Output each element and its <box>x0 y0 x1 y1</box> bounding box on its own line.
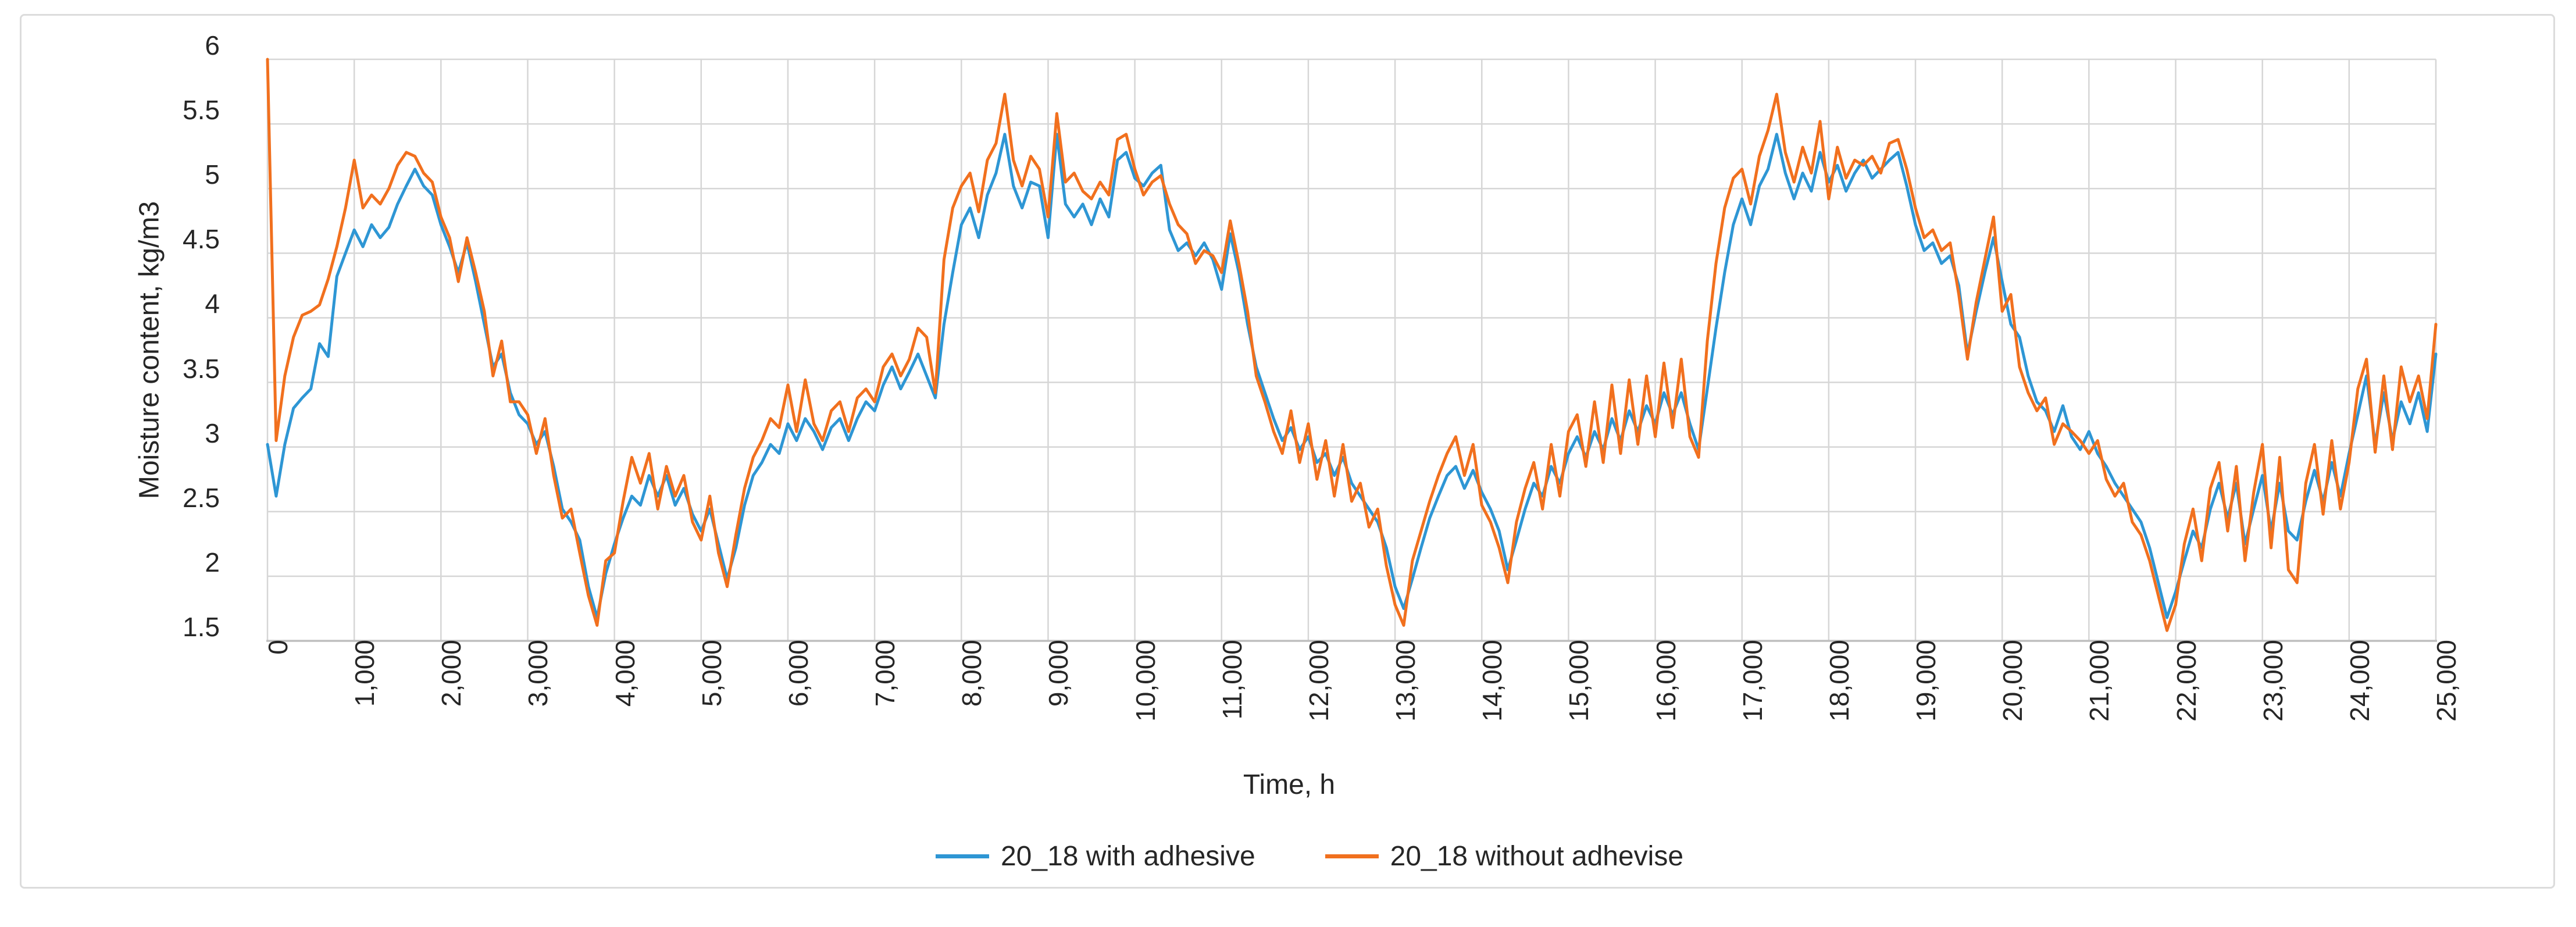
y-tick-label: 5 <box>205 159 220 190</box>
x-tick-label: 10,000 <box>1130 640 1161 722</box>
x-tick-label: 9,000 <box>1043 640 1074 707</box>
legend-label: 20_18 with adhesive <box>1000 841 1255 872</box>
x-tick-label: 15,000 <box>1564 640 1594 722</box>
legend-item-0: 20_18 with adhesive <box>935 840 1255 872</box>
y-tick-label: 3 <box>205 418 220 448</box>
series-line-0 <box>266 133 2438 619</box>
x-tick-label: 3,000 <box>523 640 554 707</box>
y-tick-label: 2 <box>205 547 220 577</box>
x-tick-label: 18,000 <box>1824 640 1854 722</box>
y-tick-label: 4.5 <box>183 224 220 255</box>
x-tick-label: 2,000 <box>436 640 467 707</box>
x-tick-label: 24,000 <box>2344 640 2375 722</box>
x-tick-label: 5,000 <box>696 640 727 707</box>
x-tick-label: 21,000 <box>2084 640 2115 722</box>
y-tick-label: 5.5 <box>183 95 220 126</box>
x-tick-label: 11,000 <box>1216 640 1247 720</box>
legend-label: 20_18 without adhevise <box>1390 841 1684 872</box>
y-tick-label: 1.5 <box>183 612 220 642</box>
series-line-1 <box>266 58 2438 632</box>
y-tick-label: 2.5 <box>183 482 220 513</box>
x-tick-label: 13,000 <box>1390 640 1421 722</box>
x-tick-label: 14,000 <box>1477 640 1508 722</box>
x-tick-label: 20,000 <box>1997 640 2028 722</box>
x-tick-label: 17,000 <box>1737 640 1768 722</box>
x-tick-label: 23,000 <box>2257 640 2288 722</box>
y-axis-title: Moisture content, kg/m3 <box>134 201 165 500</box>
x-tick-label: 19,000 <box>1911 640 1942 722</box>
x-tick-label: 12,000 <box>1303 640 1334 722</box>
y-tick-label: 3.5 <box>183 353 220 384</box>
legend-item-1: 20_18 without adhevise <box>1325 840 1683 872</box>
legend-line-swatch <box>935 854 989 858</box>
x-tick-label: 22,000 <box>2171 640 2202 722</box>
x-tick-label: 1,000 <box>349 640 380 707</box>
plot-svg <box>266 58 2438 642</box>
chart-frame: 6 5.5 5 4.5 4 3.5 3 2.5 2 1.5 0 1,000 2,000 3,000 4,0… <box>20 14 2555 889</box>
chart-legend: 20_18 with adhesive 20_18 without adhevis… <box>22 840 2576 872</box>
x-tick-label: 16,000 <box>1650 640 1681 722</box>
x-tick-label: 4,000 <box>609 640 640 707</box>
x-tick-label: 6,000 <box>783 640 814 707</box>
x-axis-title: Time, h <box>1243 769 1336 800</box>
x-tick-label: 7,000 <box>870 640 901 707</box>
x-tick-label: 25,000 <box>2431 640 2461 722</box>
x-tick-label: 0 <box>263 640 293 655</box>
x-tick-label: 8,000 <box>957 640 987 707</box>
y-tick-label: 6 <box>205 30 220 60</box>
y-tick-label: 4 <box>205 288 220 319</box>
legend-line-swatch <box>1325 854 1379 858</box>
